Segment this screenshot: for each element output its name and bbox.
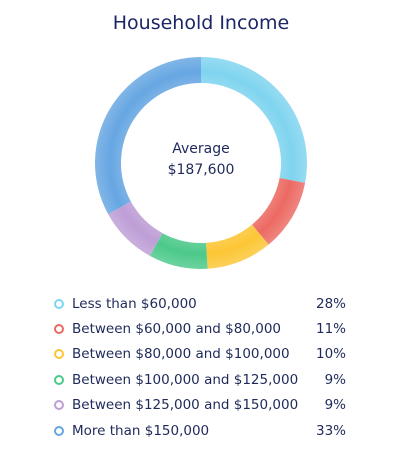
donut-svg — [94, 57, 307, 269]
donut-chart: Average $187,600 — [93, 51, 309, 275]
legend-item-between-100-000-and-125-000: Between $100,000 and $125,000 9% — [54, 367, 346, 392]
chart-title: Household Income — [112, 12, 290, 34]
legend-value: 10% — [315, 346, 346, 363]
donut-slice-more-than-150-000 — [94, 57, 201, 215]
legend-item-between-60-000-and-80-000: Between $60,000 and $80,000 11% — [54, 316, 346, 341]
center-label: Average — [172, 141, 230, 157]
legend-label: More than $150,000 — [72, 422, 210, 439]
legend-label: Less than $60,000 — [72, 295, 197, 312]
legend-item-between-80-000-and-100-000: Between $80,000 and $100,000 10% — [54, 342, 346, 367]
legend-marker-icon — [54, 324, 64, 335]
donut-slice-between-60-000-and-80-000 — [251, 177, 306, 245]
legend-value: 9% — [324, 397, 346, 414]
legend-label: Between $80,000 and $100,000 — [72, 346, 290, 363]
legend-label: Between $100,000 and $125,000 — [72, 371, 299, 388]
legend-value: 33% — [315, 422, 346, 439]
center-value: $187,600 — [167, 162, 235, 178]
legend-marker-icon — [54, 349, 64, 360]
legend-item-more-than-150-000: More than $150,000 33% — [54, 418, 346, 443]
legend-marker-icon — [54, 374, 64, 385]
legend-label: Between $60,000 and $80,000 — [72, 321, 281, 338]
legend-marker-icon — [54, 400, 64, 411]
donut-slice-between-100-000-and-125-000 — [149, 233, 208, 269]
legend-item-between-125-000-and-150-000: Between $125,000 and $150,000 9% — [54, 393, 346, 418]
legend-marker-icon — [54, 425, 64, 436]
donut-center: Average $187,600 — [93, 139, 309, 181]
legend-marker-icon — [54, 298, 64, 309]
legend-value: 9% — [324, 371, 346, 388]
legend: Less than $60,000 28% Between $60,000 and … — [54, 291, 346, 443]
legend-value: 28% — [315, 295, 346, 312]
donut-slice-between-80-000-and-100-000 — [206, 224, 269, 269]
legend-label: Between $125,000 and $150,000 — [72, 397, 299, 414]
donut-slice-between-125-000-and-150-000 — [108, 201, 163, 256]
donut-slice-less-than-60-000 — [201, 57, 307, 183]
legend-item-less-than-60-000: Less than $60,000 28% — [54, 291, 346, 316]
legend-value: 11% — [315, 321, 346, 338]
